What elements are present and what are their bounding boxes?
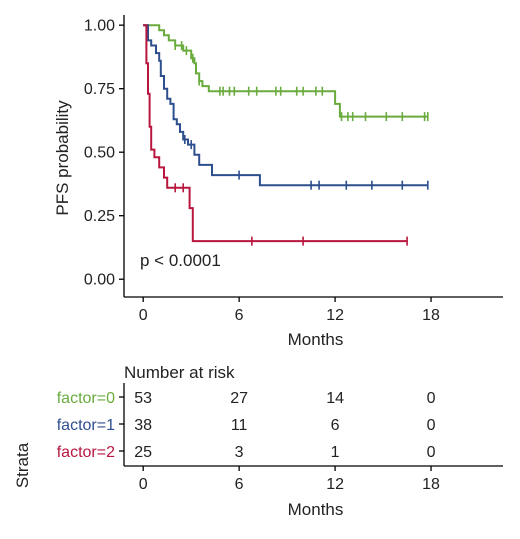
risk-count: 53: [134, 390, 152, 407]
survival-plot: 0.00 0.25 0.50 0.75 1.00 0 6 12 18 PFS probabil…: [53, 15, 503, 349]
risk-table-header: Number at risk: [124, 363, 235, 382]
risk-count: 0: [427, 390, 436, 407]
risk-row-label: factor=1: [57, 417, 115, 434]
survival-curve-2: [143, 24, 408, 243]
y-tick-label: 0.25: [84, 208, 115, 225]
risk-table: Number at risk Strata factor=0 53 27 14 0fac…: [13, 363, 503, 519]
risk-count: 11: [231, 417, 248, 434]
main-axes: [123, 15, 503, 298]
strata-label: Strata: [13, 442, 32, 488]
risk-x-tick-label: 18: [422, 476, 440, 493]
y-tick-label: 0.50: [84, 145, 115, 162]
risk-count: 6: [331, 417, 340, 434]
y-axis-title: PFS probability: [53, 100, 72, 216]
risk-x-tick-label: 12: [326, 476, 344, 493]
risk-count: 3: [235, 444, 244, 461]
risk-table-x-ticks: 0 6 12 18: [139, 466, 440, 493]
risk-table-rows: factor=0 53 27 14 0 factor=1 38 11 6 0 factor=2 25 3…: [57, 390, 436, 461]
risk-table-axes: [123, 383, 503, 467]
x-tick-label: 0: [139, 307, 148, 324]
y-axis-ticks: 0.00 0.25 0.50 0.75 1.00: [84, 18, 124, 289]
risk-x-tick-label: 6: [235, 476, 244, 493]
risk-x-tick-label: 0: [139, 476, 148, 493]
risk-count: 0: [427, 444, 436, 461]
risk-count: 1: [331, 444, 340, 461]
survival-curve-0: [143, 24, 428, 118]
x-axis-title: Months: [288, 330, 344, 349]
p-value-annotation: p < 0.0001: [140, 251, 221, 270]
risk-count: 27: [230, 390, 248, 407]
y-tick-label: 0.75: [84, 81, 115, 98]
risk-count: 0: [427, 417, 436, 434]
y-tick-label: 0.00: [84, 272, 115, 289]
risk-table-x-axis-title: Months: [288, 500, 344, 519]
x-tick-label: 18: [422, 307, 440, 324]
risk-count: 25: [134, 444, 152, 461]
survival-curves: [143, 24, 428, 243]
x-axis-ticks: 0 6 12 18: [139, 297, 440, 324]
x-tick-label: 12: [326, 307, 344, 324]
risk-count: 14: [326, 390, 344, 407]
x-tick-label: 6: [235, 307, 244, 324]
risk-row-label: factor=0: [57, 390, 115, 407]
risk-count: 38: [134, 417, 152, 434]
y-tick-label: 1.00: [84, 18, 115, 35]
censor-marks: [174, 41, 429, 246]
survival-curve-1: [143, 24, 428, 187]
risk-row-label: factor=2: [57, 444, 115, 461]
